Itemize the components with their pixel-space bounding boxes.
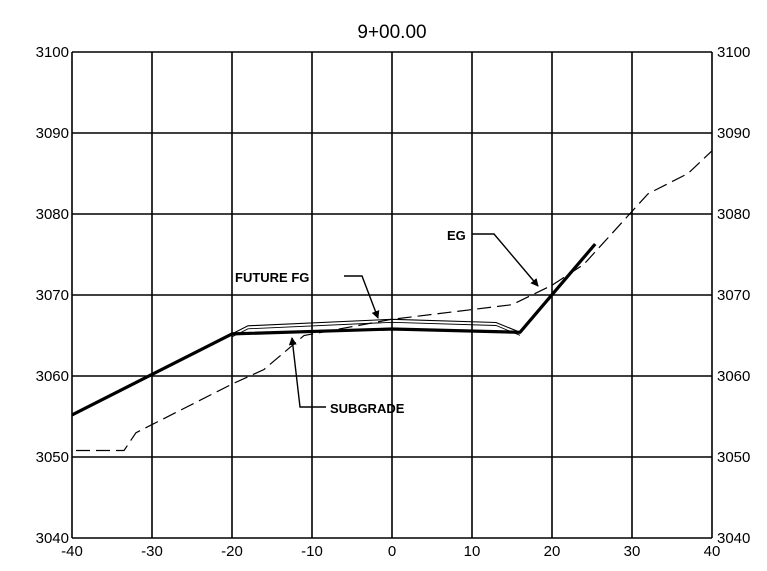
y-tick-label-left: 3090 — [36, 125, 69, 142]
leader-eg — [472, 233, 539, 287]
y-tick-label-right: 3090 — [717, 125, 750, 142]
leader-subgrade — [288, 337, 326, 408]
annotation-future-fg: FUTURE FG — [235, 270, 309, 285]
y-tick-label-right: 3100 — [717, 44, 750, 61]
series-future-fg — [231, 318, 521, 335]
x-tick-label: -30 — [141, 543, 163, 560]
grid — [71, 51, 713, 539]
x-tick-label: -40 — [61, 543, 83, 560]
annotation-eg: EG — [447, 228, 466, 243]
chart-title: 9+00.00 — [357, 22, 426, 43]
y-tick-label-right: 3050 — [717, 449, 750, 466]
y-tick-label-right: 3060 — [717, 368, 750, 385]
y-tick-label-left: 3050 — [36, 449, 69, 466]
y-tick-label-right: 3080 — [717, 206, 750, 223]
y-tick-label-right: 3070 — [717, 287, 750, 304]
series-eg — [76, 150, 713, 452]
x-tick-label: 0 — [388, 543, 396, 560]
x-tick-label: 10 — [464, 543, 481, 560]
annotation-layer: FUTURE FG EG SUBGRADE — [235, 228, 539, 416]
y-tick-label-left: 3080 — [36, 206, 69, 223]
y-tick-label-left: 3040 — [36, 530, 69, 547]
annotation-subgrade: SUBGRADE — [330, 401, 405, 416]
y-tick-label-right: 3040 — [717, 530, 750, 547]
y-tick-label-left: 3070 — [36, 287, 69, 304]
series-layer — [71, 150, 713, 452]
y-tick-label-left: 3100 — [36, 44, 69, 61]
leader-future-fg — [344, 275, 380, 319]
x-tick-label: -10 — [301, 543, 323, 560]
x-tick-label: 20 — [544, 543, 561, 560]
y-tick-label-left: 3060 — [36, 368, 69, 385]
x-tick-label: -20 — [221, 543, 243, 560]
x-tick-label: 40 — [704, 543, 721, 560]
series-future-fg-inner — [231, 321, 521, 338]
series-subgrade — [71, 242, 597, 417]
x-tick-label: 30 — [624, 543, 641, 560]
